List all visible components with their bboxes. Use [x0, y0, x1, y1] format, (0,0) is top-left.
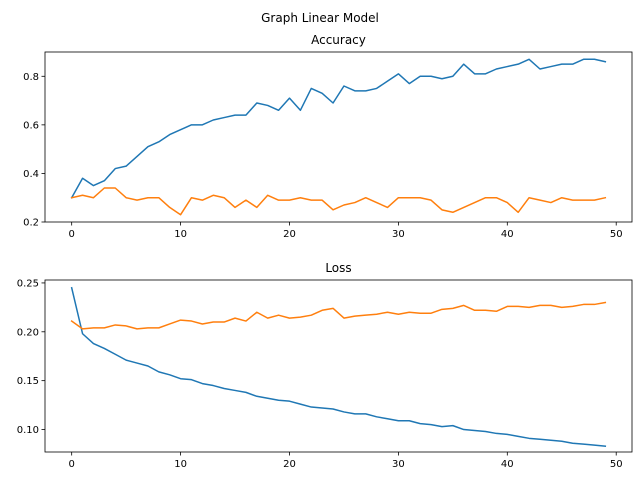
loss-x-tick-label-50: 50: [610, 459, 623, 470]
accuracy-x-tick-label-20: 20: [283, 229, 296, 240]
loss-y-tick-label-3: 0.25: [17, 278, 39, 289]
accuracy-x-tick-label-50: 50: [610, 229, 623, 240]
accuracy-x-tick-label-40: 40: [501, 229, 514, 240]
loss-plot-frame: [44, 279, 633, 453]
loss-x-tick-label-40: 40: [501, 459, 514, 470]
loss-series-1-line: [70, 301, 607, 330]
loss-y-tick-label-0: 0.10: [17, 425, 39, 436]
accuracy-title: Accuracy: [311, 33, 366, 47]
accuracy-y-tick-label-1: 0.4: [23, 169, 39, 180]
accuracy-x-tick-label-30: 30: [392, 229, 405, 240]
accuracy-y-axis: 0.2 0.4 0.6 0.8: [23, 72, 45, 229]
loss-x-tick-label-0: 0: [68, 459, 74, 470]
accuracy-series-1-line: [70, 187, 607, 216]
accuracy-x-tick-label-10: 10: [174, 229, 187, 240]
loss-x-tick-label-10: 10: [174, 459, 187, 470]
accuracy-y-tick-label-3: 0.8: [23, 72, 39, 83]
accuracy-plot-frame: [44, 51, 633, 223]
loss-subplot: Loss 0 10 20 30 40 50 0.10 0.15 0.20 0.25: [17, 261, 633, 470]
loss-y-tick-label-1: 0.15: [17, 376, 39, 387]
accuracy-y-tick-label-0: 0.2: [23, 218, 39, 229]
loss-y-axis: 0.10 0.15 0.20 0.25: [17, 278, 45, 436]
accuracy-subplot: Accuracy 0 10 20 30 40 50 0.2 0.4 0.6 0.8: [23, 33, 633, 240]
loss-series-0-line: [70, 286, 607, 447]
loss-x-tick-label-30: 30: [392, 459, 405, 470]
accuracy-y-tick-label-2: 0.6: [23, 120, 39, 131]
loss-series-layer: [70, 286, 607, 447]
accuracy-x-tick-label-0: 0: [68, 229, 74, 240]
loss-x-tick-label-20: 20: [283, 459, 296, 470]
figure-suptitle: Graph Linear Model: [261, 11, 379, 25]
loss-x-axis: 0 10 20 30 40 50: [68, 452, 623, 470]
loss-y-tick-label-2: 0.20: [17, 327, 39, 338]
loss-title: Loss: [325, 261, 351, 275]
accuracy-x-axis: 0 10 20 30 40 50: [68, 222, 623, 240]
accuracy-series-layer: [70, 58, 607, 216]
accuracy-series-0-line: [70, 58, 607, 199]
